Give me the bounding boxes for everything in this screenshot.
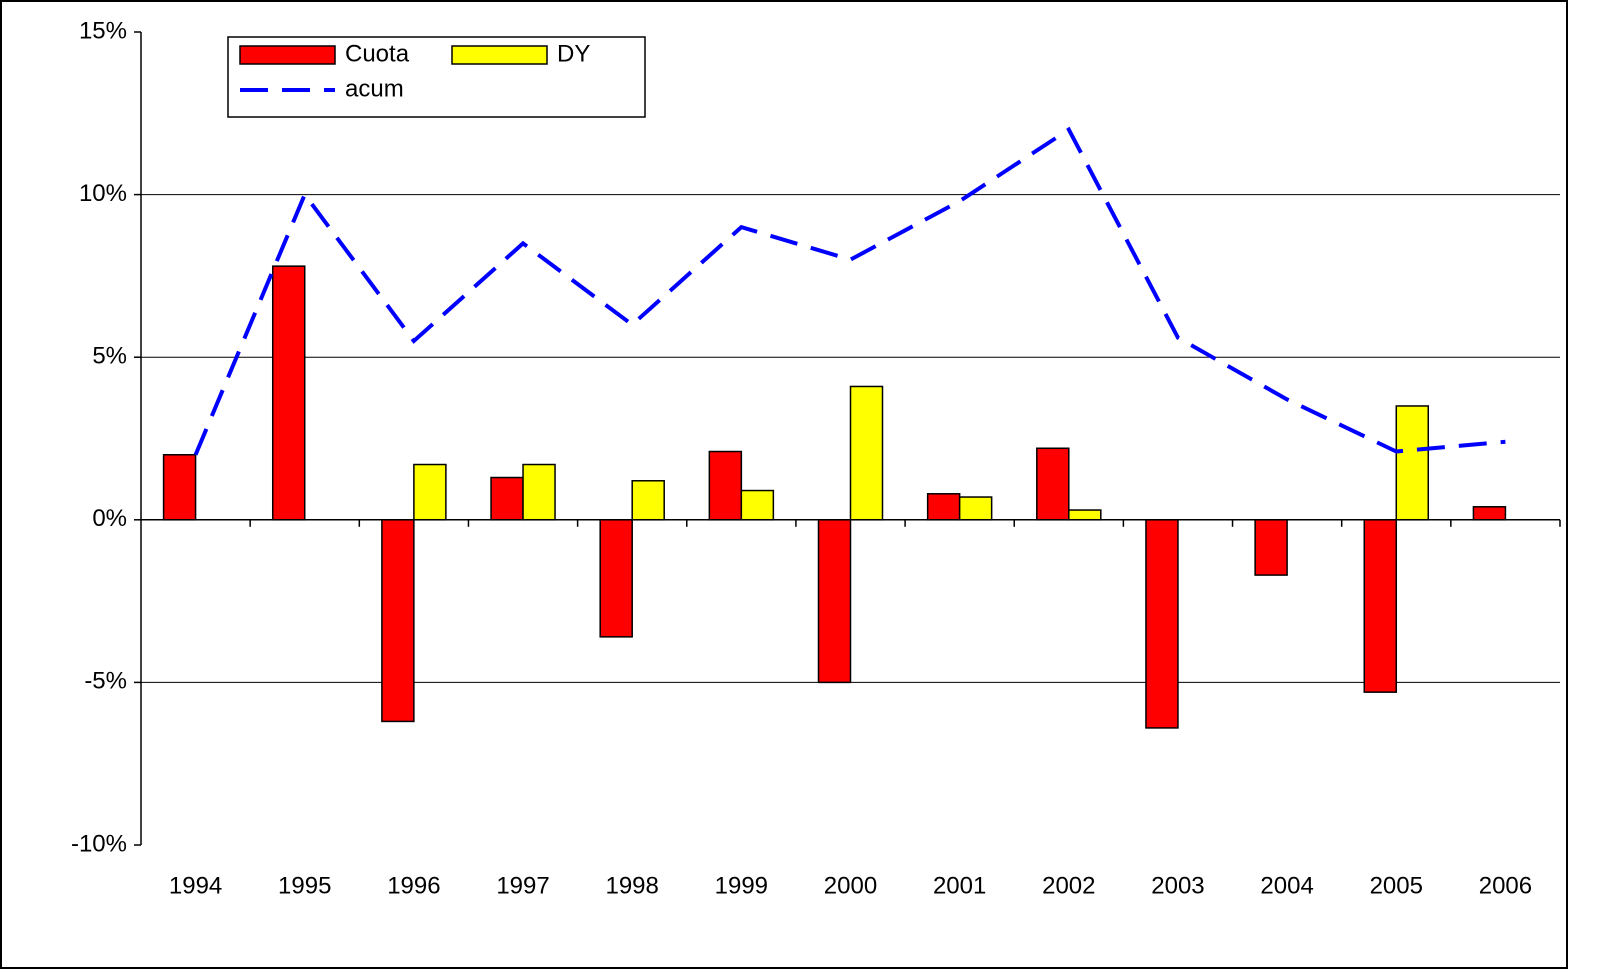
x-tick-label: 1997 (496, 872, 549, 899)
y-tick-label: 0% (92, 505, 127, 532)
bar (271, 265, 306, 521)
y-tick-label: 15% (79, 17, 127, 44)
chart-frame (0, 0, 1568, 969)
bar (849, 385, 884, 521)
bar (926, 493, 961, 521)
y-tick-label: 10% (79, 180, 127, 207)
x-tick-label: 2001 (933, 872, 986, 899)
bar (1395, 405, 1430, 521)
x-tick-label: 2004 (1260, 872, 1313, 899)
x-tick-label: 1994 (169, 872, 222, 899)
x-tick-label: 1999 (715, 872, 768, 899)
legend-swatch (239, 45, 336, 65)
y-tick-label: -10% (71, 830, 127, 857)
line (193, 126, 1506, 456)
bar (1363, 519, 1398, 693)
y-tick-label: 5% (92, 343, 127, 370)
x-tick-label: 2003 (1151, 872, 1204, 899)
bar (958, 496, 993, 521)
bar (631, 480, 665, 521)
x-tick-label: 2000 (824, 872, 877, 899)
bar (1036, 447, 1070, 521)
bar (162, 454, 197, 521)
y-tick-label: -5% (84, 668, 127, 695)
bar (413, 463, 447, 521)
bar (381, 519, 415, 723)
bar (740, 489, 775, 521)
bar (1068, 509, 1102, 521)
x-tick-label: 1995 (278, 872, 331, 899)
x-tick-label: 1996 (387, 872, 440, 899)
legend-label: Cuota (345, 40, 410, 67)
bar (1145, 519, 1179, 729)
bar (708, 450, 743, 521)
x-tick-label: 2006 (1479, 872, 1532, 899)
bar (1254, 519, 1288, 576)
x-tick-label: 2005 (1370, 872, 1423, 899)
x-tick-label: 1998 (605, 872, 658, 899)
x-tick-label: 2002 (1042, 872, 1095, 899)
legend-label: DY (557, 40, 590, 67)
bar (817, 519, 852, 684)
bar (1472, 506, 1507, 521)
bar (522, 463, 556, 521)
bar (490, 476, 524, 521)
legend-label: acum (345, 75, 404, 102)
legend-swatch (451, 45, 548, 65)
bar (599, 519, 633, 638)
